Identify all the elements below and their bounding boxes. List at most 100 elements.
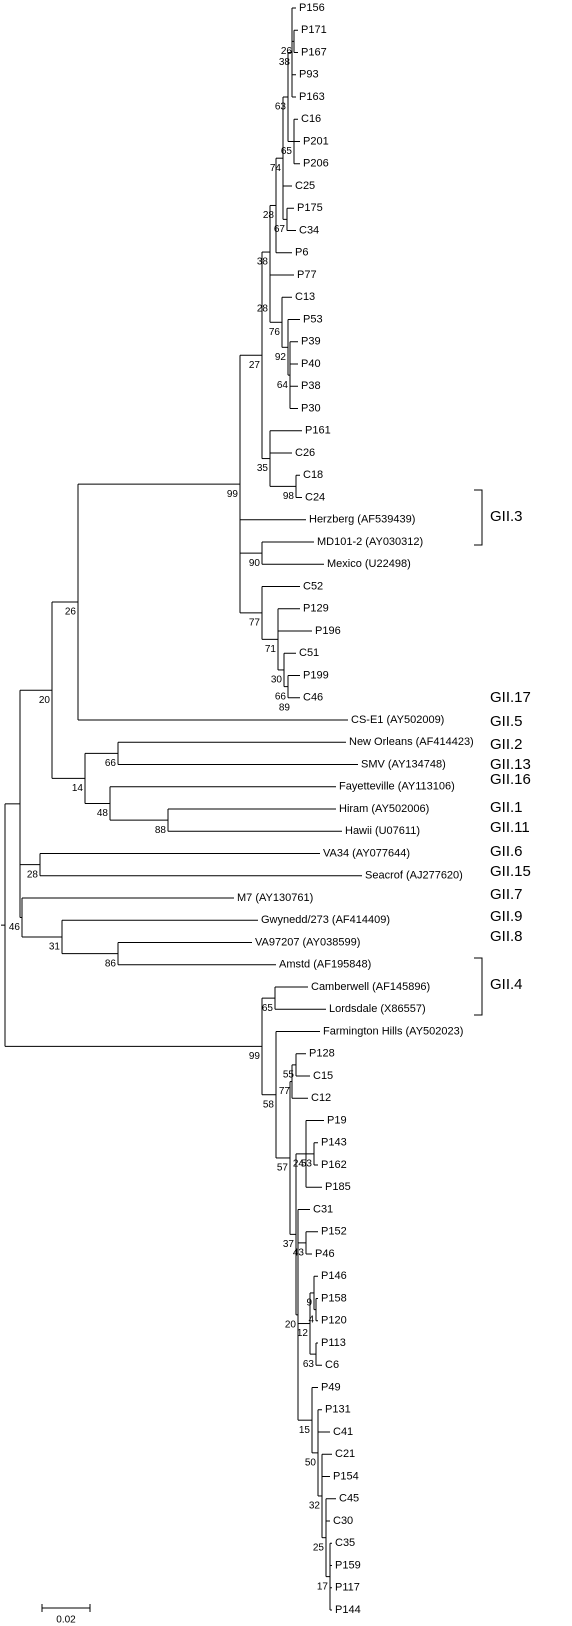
leaf-label: Hiram (AY502006)	[339, 803, 429, 815]
leaf-label: VA34 (AY077644)	[323, 847, 410, 859]
bootstrap-value: 28	[263, 210, 275, 221]
leaf-label: C45	[339, 1493, 359, 1505]
bootstrap-value: 14	[72, 783, 84, 794]
bootstrap-value: 17	[317, 1581, 329, 1592]
genotype-label: GII.13	[490, 756, 531, 773]
leaf-label: C12	[311, 1092, 331, 1104]
clade-bracket	[474, 957, 483, 1016]
leaf-label: C24	[305, 491, 325, 503]
leaf-label: P77	[297, 269, 317, 281]
leaf-label: C34	[299, 224, 319, 236]
bootstrap-value: 12	[297, 1328, 309, 1339]
leaf-label: Seacrof (AJ277620)	[365, 870, 463, 882]
bootstrap-value: 99	[227, 489, 239, 500]
bootstrap-value: 31	[49, 942, 61, 953]
bootstrap-value: 76	[269, 327, 281, 338]
bootstrap-value: 26	[281, 46, 293, 57]
leaf-label: P167	[301, 46, 327, 58]
bootstrap-value: 46	[9, 922, 21, 933]
leaf-label: P175	[297, 202, 323, 214]
leaf-label: P53	[303, 313, 323, 325]
bootstrap-value: 77	[279, 1086, 291, 1097]
leaf-label: C52	[303, 580, 323, 592]
genotype-label: GII.16	[490, 771, 531, 788]
leaf-label: P162	[321, 1159, 347, 1171]
leaf-label: P185	[325, 1181, 351, 1193]
leaf-label: P128	[309, 1048, 335, 1060]
leaf-label: P30	[301, 402, 321, 414]
leaf-label: C25	[295, 180, 315, 192]
bootstrap-value: 50	[305, 1458, 317, 1469]
bootstrap-value: 20	[285, 1319, 297, 1330]
leaf-label: P131	[325, 1404, 351, 1416]
bootstrap-value: 20	[39, 695, 51, 706]
leaf-label: Farmington Hills (AY502023)	[323, 1025, 463, 1037]
bootstrap-value: 66	[275, 691, 287, 702]
bootstrap-value: 26	[65, 607, 77, 618]
bootstrap-value: 30	[271, 675, 283, 686]
bootstrap-value: 98	[283, 491, 295, 502]
leaf-label: P39	[301, 336, 321, 348]
leaf-label: P120	[321, 1315, 347, 1327]
genotype-label: GII.7	[490, 886, 523, 903]
bootstrap-value: 86	[105, 958, 117, 969]
leaf-label: Herzberg (AF539439)	[309, 514, 415, 526]
bootstrap-value: 63	[303, 1359, 315, 1370]
leaf-label: Hawii (U07611)	[345, 825, 420, 837]
genotype-label: GII.5	[490, 713, 523, 730]
genotype-label: GII.3	[490, 508, 523, 525]
leaf-label: C41	[333, 1426, 353, 1438]
leaf-label: C46	[303, 692, 323, 704]
leaf-label: P46	[315, 1248, 335, 1260]
bootstrap-value: 58	[263, 1099, 275, 1110]
bootstrap-value: 35	[257, 463, 269, 474]
leaf-label: C21	[335, 1448, 355, 1460]
bootstrap-value: 32	[309, 1501, 321, 1512]
leaf-label: P163	[299, 91, 325, 103]
bootstrap-value: 37	[283, 1239, 295, 1250]
genotype-label: GII.17	[490, 689, 531, 706]
bootstrap-value: 88	[155, 825, 167, 836]
leaf-label: Fayetteville (AY113106)	[339, 781, 455, 793]
bootstrap-value: 15	[299, 1425, 311, 1436]
leaf-label: New Orleans (AF414423)	[349, 736, 474, 748]
leaf-label: P38	[301, 380, 321, 392]
leaf-label: P6	[295, 247, 308, 259]
bootstrap-value: 55	[283, 1070, 295, 1081]
leaf-label: M7 (AY130761)	[237, 892, 313, 904]
bootstrap-value: 74	[270, 163, 282, 174]
bootstrap-value: 43	[293, 1248, 305, 1259]
bootstrap-value: 9	[306, 1298, 312, 1309]
clade-bracket	[474, 489, 483, 546]
genotype-label: GII.15	[490, 863, 531, 880]
leaf-label: P49	[321, 1381, 341, 1393]
leaf-label: P201	[303, 135, 329, 147]
leaf-label: P93	[299, 69, 319, 81]
leaf-label: CS-E1 (AY502009)	[351, 714, 444, 726]
leaf-label: SMV (AY134748)	[361, 758, 446, 770]
genotype-label: GII.8	[490, 928, 523, 945]
leaf-label: P158	[321, 1292, 347, 1304]
genotype-label: GII.4	[490, 976, 523, 993]
bootstrap-value: 38	[257, 257, 269, 268]
leaf-label: P196	[315, 625, 341, 637]
leaf-label: C13	[295, 291, 315, 303]
leaf-label: P152	[321, 1226, 347, 1238]
leaf-label: P117	[335, 1582, 360, 1594]
bootstrap-value: 65	[281, 146, 293, 157]
leaf-label: P143	[321, 1137, 347, 1149]
leaf-label: MD101-2 (AY030312)	[317, 536, 423, 548]
bootstrap-value: 99	[249, 1051, 261, 1062]
leaf-label: C18	[303, 469, 323, 481]
bootstrap-value: 4	[308, 1314, 314, 1325]
bootstrap-value: 25	[313, 1542, 325, 1553]
bootstrap-value: 27	[249, 360, 261, 371]
leaf-label: C30	[333, 1515, 353, 1527]
leaf-label: C6	[325, 1359, 339, 1371]
leaf-label: Lordsdale (X86557)	[329, 1003, 426, 1015]
leaf-label: C16	[301, 113, 321, 125]
leaf-label: P113	[321, 1337, 346, 1349]
leaf-label: C26	[295, 447, 315, 459]
scale-bar	[41, 1604, 91, 1612]
